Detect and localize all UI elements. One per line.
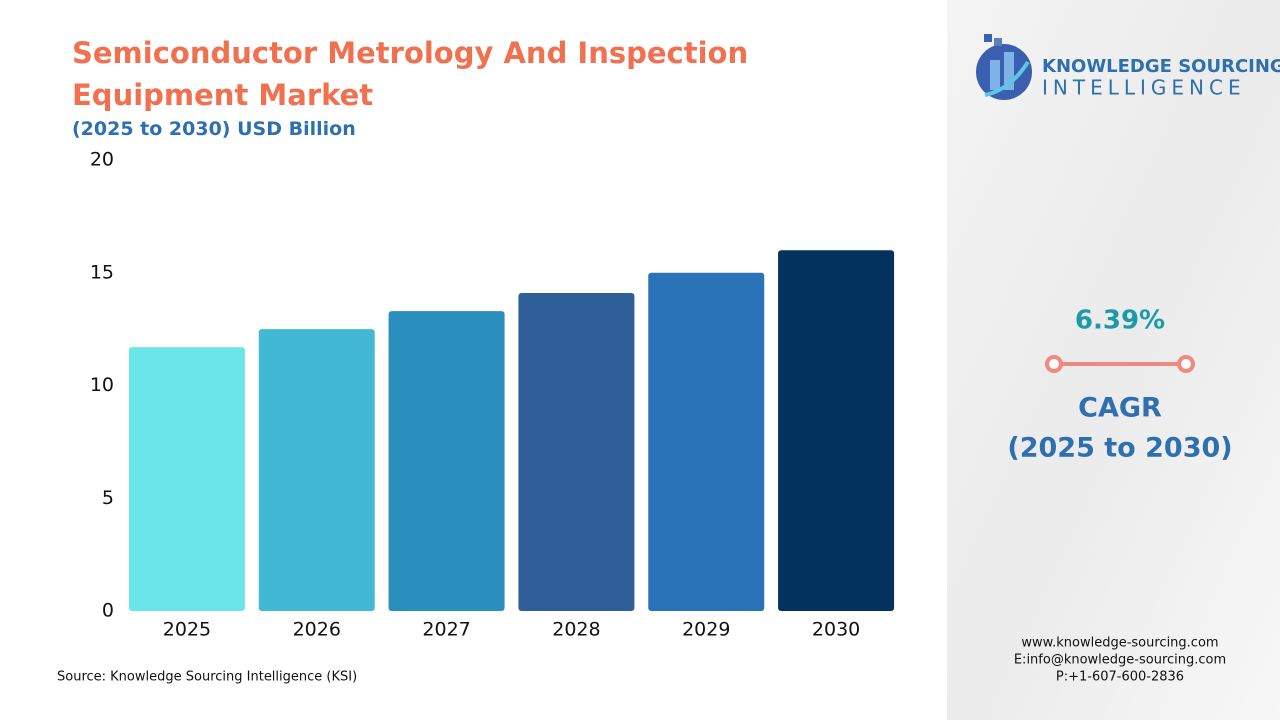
logo-icon [976,34,1032,100]
source: Source: Knowledge Sourcing Intelligence … [57,670,357,685]
x-tick-label: 2029 [682,619,730,641]
x-tick-label: 2030 [812,619,860,641]
y-tick-label: 20 [90,149,114,171]
logo-text: INTELLIGENCE [1042,76,1246,100]
contact: www.knowledge-sourcing.com [1021,636,1218,651]
logo-text: KNOWLEDGE SOURCING [1042,56,1280,77]
y-tick-label: 10 [90,374,114,396]
x-tick-label: 2026 [293,619,341,641]
y-tick-label: 0 [102,600,114,622]
chart-subtitle: (2025 to 2030) USD Billion [72,118,356,140]
bar [648,272,765,611]
cagr-period: (2025 to 2030) [1007,433,1232,464]
x-tick-label: 2028 [552,619,600,641]
bar [518,293,635,611]
x-tick-label: 2027 [422,619,470,641]
contact: P:+1-607-600-2836 [1056,670,1184,685]
y-tick-label: 15 [90,261,114,283]
bar [778,250,895,611]
contact: E:info@knowledge-sourcing.com [1014,653,1226,668]
divider-dot [1177,355,1195,373]
divider-dot [1045,355,1063,373]
bar [128,347,245,611]
cagr-value: 6.39% [1075,306,1165,336]
bar [258,329,375,611]
chart-title: Semiconductor Metrology And Inspection E… [72,36,749,112]
cagr-label: CAGR [1078,393,1162,424]
sidebar-background [947,0,1280,720]
x-tick-label: 2025 [163,619,211,641]
bar [388,311,505,611]
y-tick-label: 5 [102,487,114,509]
